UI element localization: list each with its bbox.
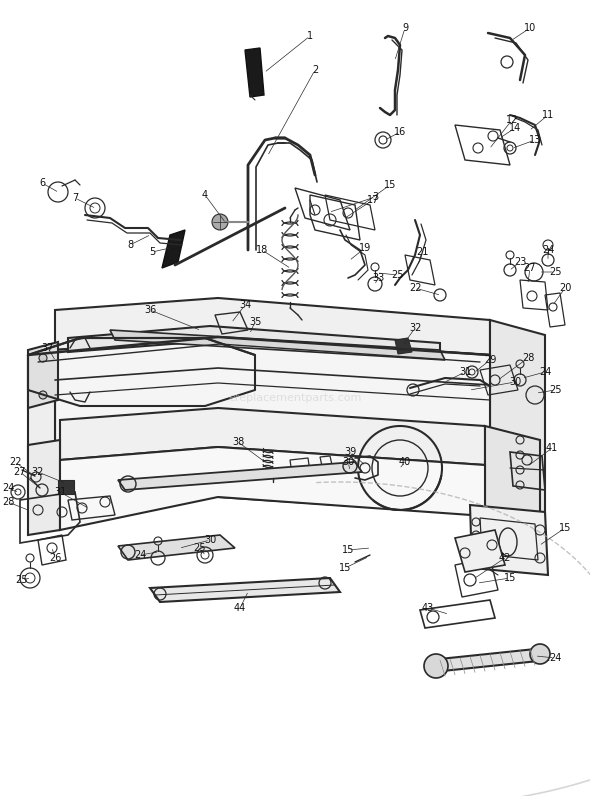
- Text: 13: 13: [529, 135, 541, 145]
- Circle shape: [424, 654, 448, 678]
- Polygon shape: [28, 440, 60, 535]
- Circle shape: [530, 644, 550, 664]
- Text: 15: 15: [339, 563, 351, 573]
- Text: 21: 21: [416, 247, 428, 257]
- Text: 39: 39: [344, 447, 356, 457]
- Polygon shape: [470, 505, 548, 575]
- Text: 24: 24: [2, 483, 14, 493]
- Circle shape: [39, 391, 47, 399]
- Text: 24: 24: [549, 653, 561, 663]
- Polygon shape: [60, 447, 485, 530]
- Text: 15: 15: [559, 523, 571, 533]
- Text: 23: 23: [514, 257, 526, 267]
- Text: 3: 3: [372, 192, 378, 202]
- Text: 44: 44: [234, 603, 246, 613]
- Text: 22: 22: [9, 457, 21, 467]
- Text: 12: 12: [506, 115, 518, 125]
- Text: 30: 30: [204, 535, 216, 545]
- Text: 2: 2: [312, 65, 318, 75]
- Text: 7: 7: [72, 193, 78, 203]
- Text: 43: 43: [422, 603, 434, 613]
- Text: 8: 8: [127, 240, 133, 250]
- Text: ereplacementparts.com: ereplacementparts.com: [228, 393, 362, 403]
- Polygon shape: [55, 337, 490, 515]
- Text: 15: 15: [342, 545, 354, 555]
- Polygon shape: [118, 462, 362, 490]
- Text: 5: 5: [149, 247, 155, 257]
- Polygon shape: [28, 350, 55, 485]
- Bar: [58, 480, 74, 494]
- Text: 41: 41: [546, 443, 558, 453]
- Text: 24: 24: [134, 550, 146, 560]
- Polygon shape: [245, 48, 264, 97]
- Polygon shape: [430, 648, 548, 672]
- Text: 22: 22: [409, 283, 421, 293]
- Text: 38: 38: [232, 437, 244, 447]
- Text: 6: 6: [39, 178, 45, 188]
- Text: 25: 25: [194, 543, 206, 553]
- Text: 24: 24: [542, 245, 554, 255]
- Text: 34: 34: [239, 300, 251, 310]
- Text: 15: 15: [504, 573, 516, 583]
- Polygon shape: [68, 326, 440, 355]
- Circle shape: [39, 354, 47, 362]
- Polygon shape: [110, 330, 445, 360]
- Polygon shape: [395, 338, 412, 354]
- Text: 30: 30: [342, 457, 354, 467]
- Text: 16: 16: [394, 127, 406, 137]
- Text: 26: 26: [49, 553, 61, 563]
- Text: 42: 42: [499, 553, 511, 563]
- Text: 20: 20: [559, 283, 571, 293]
- Polygon shape: [490, 320, 545, 530]
- Polygon shape: [28, 342, 58, 408]
- Text: 31: 31: [54, 487, 66, 497]
- Polygon shape: [162, 230, 185, 268]
- Polygon shape: [485, 426, 540, 530]
- Polygon shape: [60, 408, 485, 465]
- Text: 24: 24: [539, 367, 551, 377]
- Text: 27: 27: [524, 263, 536, 273]
- Text: 18: 18: [256, 245, 268, 255]
- Text: 9: 9: [402, 23, 408, 33]
- Text: 10: 10: [524, 23, 536, 33]
- Text: 1: 1: [307, 31, 313, 41]
- Text: 28: 28: [2, 497, 14, 507]
- Text: 28: 28: [522, 353, 534, 363]
- Text: 17: 17: [367, 195, 379, 205]
- Text: 27: 27: [14, 467, 26, 477]
- Text: 32: 32: [32, 467, 44, 477]
- Text: 35: 35: [249, 317, 261, 327]
- Text: 25: 25: [392, 270, 404, 280]
- Text: 33: 33: [372, 273, 384, 283]
- Text: 37: 37: [42, 343, 54, 353]
- Text: 25: 25: [549, 385, 561, 395]
- Text: 36: 36: [144, 305, 156, 315]
- Text: 11: 11: [542, 110, 554, 120]
- Text: 25: 25: [549, 267, 561, 277]
- Text: 14: 14: [509, 123, 521, 133]
- Polygon shape: [455, 530, 505, 572]
- Text: 19: 19: [359, 243, 371, 253]
- Text: 40: 40: [399, 457, 411, 467]
- Polygon shape: [55, 298, 490, 355]
- Text: 15: 15: [384, 180, 396, 190]
- Text: 31: 31: [459, 367, 471, 377]
- Text: 29: 29: [484, 355, 496, 365]
- Text: 4: 4: [202, 190, 208, 200]
- Polygon shape: [118, 535, 235, 560]
- Circle shape: [212, 214, 228, 230]
- Text: 30: 30: [509, 377, 521, 387]
- Text: 25: 25: [16, 575, 28, 585]
- Polygon shape: [150, 578, 340, 602]
- Text: 32: 32: [409, 323, 421, 333]
